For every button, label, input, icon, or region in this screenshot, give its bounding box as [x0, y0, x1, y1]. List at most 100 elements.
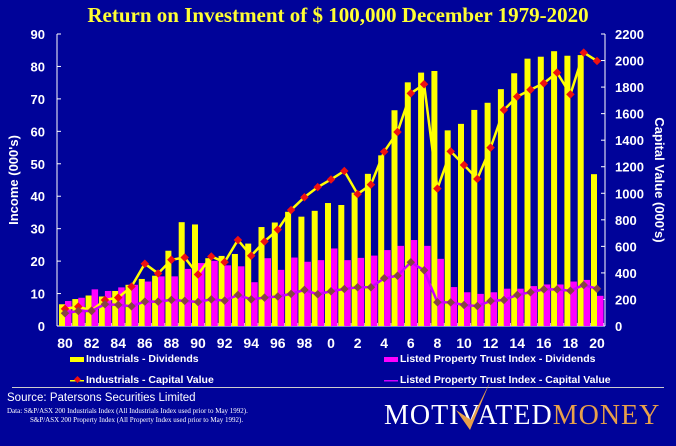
bar-industrials-dividends — [418, 72, 425, 326]
point-lpt-capital — [300, 285, 309, 295]
point-industrials-capital — [113, 293, 123, 302]
bar-industrials-dividends — [404, 82, 411, 326]
bar-lpt-dividends — [211, 260, 218, 326]
bar-industrials-dividends — [524, 58, 531, 326]
x-tick-label: 88 — [164, 335, 180, 351]
bar-lpt-dividends — [437, 258, 444, 326]
x-tick-label: 0 — [327, 335, 335, 351]
point-industrials-capital — [313, 182, 322, 192]
y-tick-label: 50 — [31, 157, 45, 172]
y2-tick-label: 1000 — [615, 186, 644, 201]
bar-lpt-dividends — [583, 279, 591, 326]
x-tick-label: 98 — [297, 335, 313, 351]
legend-label: Listed Property Trust Index - Dividends — [400, 353, 596, 365]
point-industrials-capital — [393, 127, 402, 137]
x-tick-label: 2 — [354, 335, 362, 351]
point-lpt-capital — [220, 296, 229, 305]
point-industrials-capital — [366, 180, 376, 189]
point-industrials-capital — [273, 225, 283, 234]
bar-industrials-dividends — [59, 304, 65, 326]
point-lpt-capital — [326, 286, 336, 296]
bar-lpt-dividends — [198, 263, 205, 326]
legend-label: Listed Property Trust Index - Capital Va… — [400, 374, 611, 386]
bar-lpt-dividends — [184, 268, 192, 326]
y-axis-label: Income (000's) — [6, 135, 21, 225]
y-tick-label: 40 — [31, 189, 45, 204]
bar-lpt-dividends — [251, 282, 258, 326]
point-industrials-capital — [433, 184, 442, 193]
y2-tick-label: 400 — [615, 266, 637, 281]
divider — [12, 387, 664, 388]
point-lpt-capital — [393, 271, 402, 280]
bar-lpt-dividends — [597, 295, 604, 326]
y2-axis-label: Capital Value (000's) — [652, 117, 667, 242]
point-industrials-capital — [167, 255, 176, 265]
bar-industrials-dividends — [364, 173, 371, 326]
bar-lpt-dividends — [264, 258, 271, 326]
point-lpt-capital — [552, 285, 562, 294]
bar-lpt-dividends — [557, 284, 564, 326]
point-lpt-capital — [167, 295, 176, 305]
point-lpt-capital — [459, 300, 469, 310]
x-tick-label: 94 — [243, 335, 259, 351]
y2-tick-label: 600 — [615, 239, 637, 254]
point-industrials-capital — [246, 251, 256, 261]
point-lpt-capital — [592, 284, 602, 293]
chart-title: Return on Investment of $ 100,000 Decemb… — [87, 3, 589, 27]
bar-lpt-dividends — [118, 287, 125, 326]
point-industrials-capital — [419, 80, 429, 89]
point-industrials-capital — [140, 259, 150, 268]
bar-industrials-dividends — [311, 210, 318, 326]
bar-industrials-dividends — [484, 102, 491, 326]
y-tick-label: 30 — [31, 222, 45, 237]
bar-industrials-dividends — [178, 222, 185, 326]
point-lpt-capital — [446, 298, 455, 307]
bar-industrials-dividends — [378, 155, 385, 326]
bar-industrials-dividends — [258, 227, 265, 326]
point-lpt-capital — [566, 286, 575, 295]
point-industrials-capital — [459, 160, 469, 170]
legend-swatch — [70, 356, 84, 362]
x-tick-label: 90 — [190, 335, 206, 351]
point-industrials-capital — [100, 295, 110, 305]
point-lpt-capital — [366, 283, 376, 292]
x-tick-label: 18 — [563, 335, 579, 351]
x-tick-label: 4 — [380, 335, 388, 351]
point-lpt-capital — [499, 295, 509, 305]
bar-lpt-dividends — [304, 261, 311, 326]
bar-industrials-dividends — [511, 73, 518, 326]
x-tick-label: 8 — [434, 335, 442, 351]
bar-industrials-dividends — [245, 243, 252, 326]
data-note-2: S&P/ASX 200 Property Index (All Property… — [30, 416, 244, 424]
point-industrials-capital — [326, 175, 336, 184]
x-tick-label: 82 — [84, 335, 100, 351]
bar-industrials-dividends — [112, 290, 119, 326]
legend-industrials-dividends: Industrials - Dividends — [70, 353, 199, 365]
legend-label: Industrials - Dividends — [86, 353, 199, 365]
bar-lpt-dividends — [410, 240, 418, 326]
point-industrials-capital — [127, 282, 136, 291]
bar-industrials-dividends — [591, 174, 597, 326]
point-industrials-capital — [446, 147, 455, 156]
point-lpt-capital — [246, 295, 256, 304]
y2-tick-label: 1200 — [615, 160, 644, 175]
point-industrials-capital — [473, 174, 482, 184]
source-text: Source: Patersons Securities Limited — [7, 392, 196, 404]
point-lpt-capital — [153, 297, 163, 306]
point-lpt-capital — [60, 309, 70, 318]
bar-industrials-dividends — [391, 110, 398, 326]
point-industrials-capital — [74, 302, 83, 311]
bar-lpt-dividends — [331, 248, 338, 326]
bar-industrials-dividends — [351, 192, 358, 326]
point-industrials-capital — [286, 205, 296, 215]
legend-lpt-capital: Listed Property Trust Index - Capital Va… — [384, 374, 611, 386]
point-lpt-capital — [419, 266, 429, 275]
point-industrials-capital — [260, 237, 269, 246]
y-tick-label: 20 — [31, 254, 45, 269]
bar-lpt-dividends — [464, 292, 471, 326]
bar-lpt-dividends — [224, 265, 232, 326]
bar-industrials-dividends — [285, 211, 292, 326]
bar-lpt-dividends — [104, 290, 112, 326]
x-tick-label: 96 — [270, 335, 286, 351]
bar-lpt-dividends — [490, 292, 498, 326]
